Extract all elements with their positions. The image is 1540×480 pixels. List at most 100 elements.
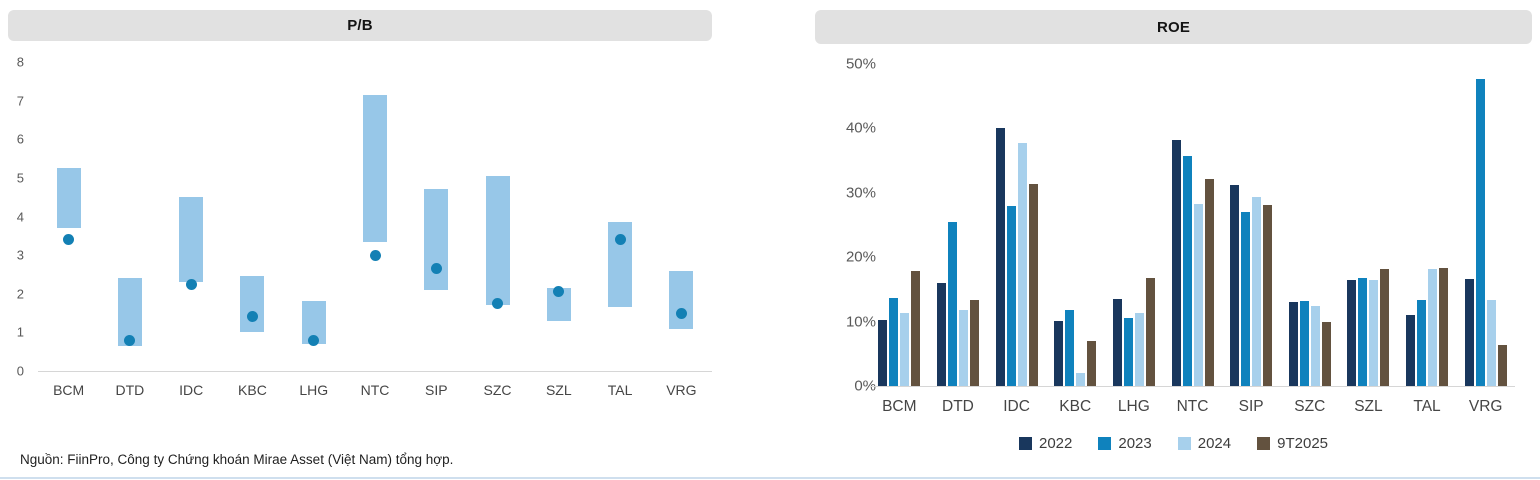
roe-bar-2024 (1310, 306, 1320, 386)
pb-range-bar (485, 175, 510, 306)
roe-bar-2024 (1076, 373, 1086, 386)
legend-item: 2022 (1019, 435, 1072, 452)
roe-bar-2023 (1358, 277, 1368, 386)
roe-bar-2024 (958, 310, 968, 386)
roe-chart-title: ROE (1156, 18, 1191, 36)
roe-bar-2023 (1417, 299, 1427, 386)
y-tick-label: 30% (845, 184, 876, 202)
roe-bar-2023 (1006, 205, 1016, 386)
x-category-label: LHG (1117, 398, 1150, 415)
roe-bar-2024 (1193, 204, 1203, 386)
roe-bar-2024 (1017, 143, 1027, 386)
x-category-label: SIP (424, 382, 448, 398)
x-category-label: NTC (1176, 398, 1209, 415)
source-note: Nguồn: FiinPro, Công ty Chứng khoán Mira… (20, 452, 454, 467)
pb-plot-area (38, 62, 712, 372)
roe-bar-2023 (1182, 156, 1192, 386)
x-category-label: DTD (115, 382, 145, 398)
legend-swatch (1177, 436, 1191, 450)
roe-bar-2022 (1171, 140, 1181, 386)
y-tick-label: 1 (16, 324, 24, 340)
pb-current-dot (63, 234, 75, 246)
roe-bar-2022 (1112, 299, 1122, 386)
roe-bar-2022 (936, 282, 946, 386)
roe-bar-9T2025 (1321, 322, 1331, 386)
roe-bar-2023 (1241, 212, 1251, 386)
y-tick-label: 8 (16, 54, 24, 70)
legend-item: 2024 (1177, 434, 1232, 452)
roe-chart-header: ROE (815, 10, 1532, 44)
roe-bar-2024 (1428, 269, 1438, 386)
pb-range-bar (424, 189, 449, 290)
roe-bar-2022 (1347, 280, 1357, 386)
roe-bar-2024 (1252, 196, 1262, 386)
x-category-label: IDC (1003, 398, 1030, 415)
pb-range-bar (56, 168, 81, 229)
x-category-label: SZL (545, 382, 572, 398)
pb-y-axis: 0 1 2 3 4 5 6 7 8 (0, 55, 24, 379)
y-tick-label: 20% (845, 248, 876, 266)
pb-current-dot (369, 249, 381, 261)
roe-plot-area (870, 64, 1515, 387)
x-category-label: SIP (1238, 398, 1264, 415)
legend-item: 9T2025 (1257, 435, 1328, 452)
pb-current-dot (185, 278, 197, 290)
roe-bar-2023 (1123, 317, 1133, 386)
pb-current-dot (675, 307, 687, 319)
x-category-label: VRG (666, 382, 697, 398)
pb-current-dot (308, 334, 320, 346)
roe-bar-2023 (1299, 301, 1309, 386)
roe-bar-2024 (900, 313, 910, 386)
roe-bar-2023 (947, 222, 957, 386)
pb-range-bar (363, 94, 387, 242)
roe-bar-2022 (1406, 315, 1416, 386)
x-category-label: IDC (179, 382, 204, 398)
roe-bar-9T2025 (911, 270, 921, 386)
pb-chart-title: P/B (347, 17, 373, 34)
roe-bar-2022 (995, 128, 1005, 386)
roe-bar-9T2025 (1497, 345, 1507, 386)
roe-bar-2023 (1065, 310, 1075, 386)
roe-legend: 2022 2023 2024 9T2025 (815, 433, 1532, 453)
y-tick-label: 40% (845, 119, 876, 137)
roe-bar-2023 (889, 297, 899, 386)
x-category-label: DTD (942, 398, 974, 415)
roe-bar-2022 (1288, 302, 1298, 386)
x-category-label: LHG (299, 382, 329, 398)
y-tick-label: 7 (16, 93, 24, 109)
y-tick-label: 50% (845, 55, 876, 73)
y-tick-label: 5 (16, 170, 24, 186)
pb-current-dot (246, 311, 258, 323)
x-category-label: NTC (360, 382, 390, 398)
y-tick-label: 0% (854, 377, 876, 395)
y-tick-label: 4 (16, 209, 24, 224)
x-category-label: SZC (483, 382, 512, 398)
x-category-label: TAL (607, 382, 633, 398)
legend-swatch (1019, 436, 1032, 450)
y-tick-label: 10% (845, 313, 876, 331)
roe-bar-9T2025 (1263, 205, 1273, 386)
x-category-label: TAL (1413, 398, 1441, 415)
roe-bar-9T2025 (969, 299, 979, 386)
pb-current-dot (430, 263, 442, 275)
roe-bar-2022 (1464, 279, 1474, 386)
pb-current-dot (492, 297, 504, 309)
roe-bar-9T2025 (1087, 340, 1097, 386)
roe-bar-9T2025 (1439, 268, 1449, 386)
roe-bar-9T2025 (1204, 178, 1214, 386)
x-category-label: BCM (882, 398, 917, 415)
roe-bar-2022 (878, 319, 888, 386)
x-category-label: SZL (1354, 398, 1383, 415)
legend-swatch (1098, 436, 1112, 450)
pb-range-bar (240, 276, 265, 333)
legend-label: 2022 (1039, 434, 1073, 452)
roe-bar-9T2025 (1145, 277, 1155, 386)
x-category-label: KBC (238, 382, 267, 398)
roe-bar-2022 (1230, 185, 1240, 386)
roe-bar-2024 (1486, 300, 1496, 386)
y-tick-label: 6 (16, 131, 24, 147)
pb-current-dot (614, 234, 626, 246)
legend-label: 2024 (1197, 434, 1232, 452)
pb-current-dot (124, 334, 136, 346)
